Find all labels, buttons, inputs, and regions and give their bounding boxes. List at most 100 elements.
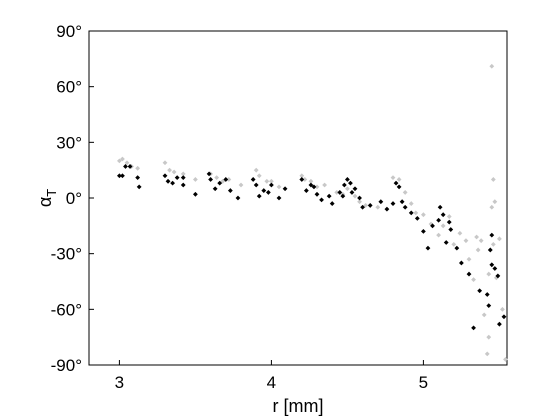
data-point-s1-26 [276, 195, 282, 201]
data-point-s0-9 [193, 177, 198, 182]
data-point-s0-57 [497, 236, 502, 242]
data-point-s1-14 [208, 177, 213, 182]
data-point-s1-57 [430, 223, 435, 229]
data-point-s0-49 [478, 238, 484, 244]
x-tick-label-2: 5 [419, 373, 428, 392]
y-axis-label-symbol: α [35, 197, 55, 207]
data-point-s0-61 [490, 177, 496, 182]
data-point-s1-20 [250, 177, 256, 182]
data-point-s0-23 [314, 184, 320, 190]
data-point-s1-47 [384, 206, 390, 212]
ticks-layer: 3 4 5 90° 60° 30° 0° -30° -60° -90° [51, 22, 429, 392]
data-point-s0-38 [421, 212, 426, 218]
data-point-s0-30 [363, 203, 369, 208]
data-point-s0-46 [466, 256, 472, 262]
data-point-s1-74 [492, 266, 498, 271]
data-point-s1-46 [378, 199, 384, 205]
data-point-s1-33 [319, 197, 324, 203]
data-point-s0-63 [474, 234, 479, 240]
y-tick-label-2: 30° [56, 133, 82, 152]
data-point-s1-38 [341, 182, 347, 188]
data-point-s1-53 [408, 210, 414, 216]
data-point-s1-11 [180, 182, 186, 188]
data-point-s0-42 [446, 214, 452, 219]
data-point-s1-59 [437, 204, 443, 210]
data-point-s1-44 [360, 204, 365, 210]
data-point-s1-29 [303, 188, 309, 193]
data-point-s0-8 [180, 171, 186, 177]
data-point-s0-31 [375, 204, 381, 210]
data-point-s0-7 [171, 169, 177, 175]
data-point-s0-36 [408, 201, 414, 206]
data-point-s1-8 [170, 180, 175, 186]
y-tick-label-4: -30° [51, 245, 82, 264]
y-axis-label: αT [35, 189, 59, 207]
data-point-s1-63 [448, 227, 454, 232]
data-point-s0-22 [308, 178, 314, 184]
data-point-s1-55 [421, 229, 426, 234]
data-point-s1-34 [326, 193, 332, 199]
data-point-s1-6 [162, 173, 168, 179]
data-point-s0-62 [492, 199, 498, 205]
data-point-s1-41 [349, 190, 355, 195]
data-point-s0-35 [402, 190, 408, 195]
data-point-s1-60 [440, 212, 446, 218]
data-point-s1-16 [217, 180, 223, 186]
data-point-s1-4 [135, 175, 141, 180]
data-point-s1-31 [311, 184, 317, 190]
data-point-s0-52 [486, 271, 492, 277]
data-point-s1-1 [120, 173, 125, 179]
data-point-s1-58 [436, 217, 441, 223]
data-point-s0-6 [167, 167, 172, 173]
data-point-s1-56 [425, 245, 431, 251]
data-point-s1-65 [459, 260, 464, 266]
data-point-s1-15 [212, 186, 218, 192]
data-point-s0-27 [345, 186, 350, 192]
data-point-s1-45 [367, 203, 373, 208]
data-point-s1-18 [227, 188, 233, 193]
data-point-s0-14 [238, 182, 244, 188]
data-point-s1-35 [329, 201, 335, 206]
data-point-s0-33 [390, 175, 396, 180]
data-point-s1-13 [206, 171, 212, 177]
data-point-s0-19 [276, 184, 282, 190]
data-point-s0-29 [357, 199, 362, 205]
data-point-s1-40 [348, 180, 353, 186]
y-tick-label-1: 60° [56, 78, 82, 97]
data-point-s0-59 [503, 357, 508, 362]
data-point-s1-43 [357, 195, 362, 201]
y-tick-label-5: -60° [51, 300, 82, 319]
data-point-s1-71 [487, 247, 493, 253]
points-layer [117, 63, 508, 362]
data-point-s1-51 [399, 199, 405, 205]
data-point-s1-62 [446, 219, 452, 225]
data-point-s1-0 [117, 173, 122, 179]
data-point-s0-0 [117, 158, 122, 164]
data-point-s0-4 [135, 165, 141, 171]
data-point-s0-24 [322, 182, 327, 188]
data-point-s0-34 [396, 177, 402, 182]
data-point-s0-51 [484, 351, 490, 357]
data-point-s1-48 [390, 201, 396, 206]
data-point-s1-36 [337, 190, 343, 195]
data-point-s0-40 [436, 232, 441, 238]
data-point-s1-49 [393, 180, 399, 186]
data-point-s1-42 [352, 186, 358, 192]
data-point-s0-13 [226, 177, 232, 182]
data-point-s0-2 [124, 160, 130, 166]
data-point-s1-75 [495, 273, 501, 279]
data-point-s1-64 [454, 245, 460, 251]
data-point-s1-32 [314, 191, 320, 197]
data-point-s0-45 [463, 238, 469, 244]
data-point-s0-48 [475, 247, 481, 253]
data-point-s0-39 [428, 221, 434, 227]
data-point-s1-72 [489, 232, 495, 238]
data-point-s0-50 [481, 312, 487, 318]
y-tick-label-6: -90° [51, 356, 82, 375]
data-point-s1-27 [282, 186, 288, 192]
data-point-s1-67 [471, 325, 476, 331]
data-point-s1-21 [253, 182, 259, 188]
data-point-s1-54 [414, 216, 420, 221]
data-point-s0-58 [500, 306, 505, 312]
